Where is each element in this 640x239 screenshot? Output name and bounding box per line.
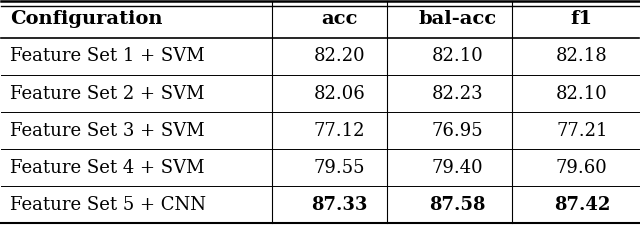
Text: 87.33: 87.33	[311, 196, 367, 214]
Text: bal-acc: bal-acc	[418, 10, 497, 28]
Text: 82.18: 82.18	[556, 47, 608, 65]
Text: 82.10: 82.10	[431, 47, 483, 65]
Text: 79.60: 79.60	[556, 159, 608, 177]
Text: Feature Set 2 + SVM: Feature Set 2 + SVM	[10, 85, 205, 103]
Text: 82.20: 82.20	[314, 47, 365, 65]
Text: Feature Set 1 + SVM: Feature Set 1 + SVM	[10, 47, 205, 65]
Text: acc: acc	[321, 10, 357, 28]
Text: 79.55: 79.55	[314, 159, 365, 177]
Text: 82.06: 82.06	[314, 85, 365, 103]
Text: 87.58: 87.58	[429, 196, 486, 214]
Text: 82.23: 82.23	[431, 85, 483, 103]
Text: Feature Set 5 + CNN: Feature Set 5 + CNN	[10, 196, 206, 214]
Text: 76.95: 76.95	[431, 122, 483, 140]
Text: 87.42: 87.42	[554, 196, 610, 214]
Text: 79.40: 79.40	[431, 159, 483, 177]
Text: Configuration: Configuration	[10, 10, 163, 28]
Text: f1: f1	[571, 10, 593, 28]
Text: 77.21: 77.21	[556, 122, 607, 140]
Text: Feature Set 4 + SVM: Feature Set 4 + SVM	[10, 159, 205, 177]
Text: 82.10: 82.10	[556, 85, 608, 103]
Text: 77.12: 77.12	[314, 122, 365, 140]
Text: Feature Set 3 + SVM: Feature Set 3 + SVM	[10, 122, 205, 140]
